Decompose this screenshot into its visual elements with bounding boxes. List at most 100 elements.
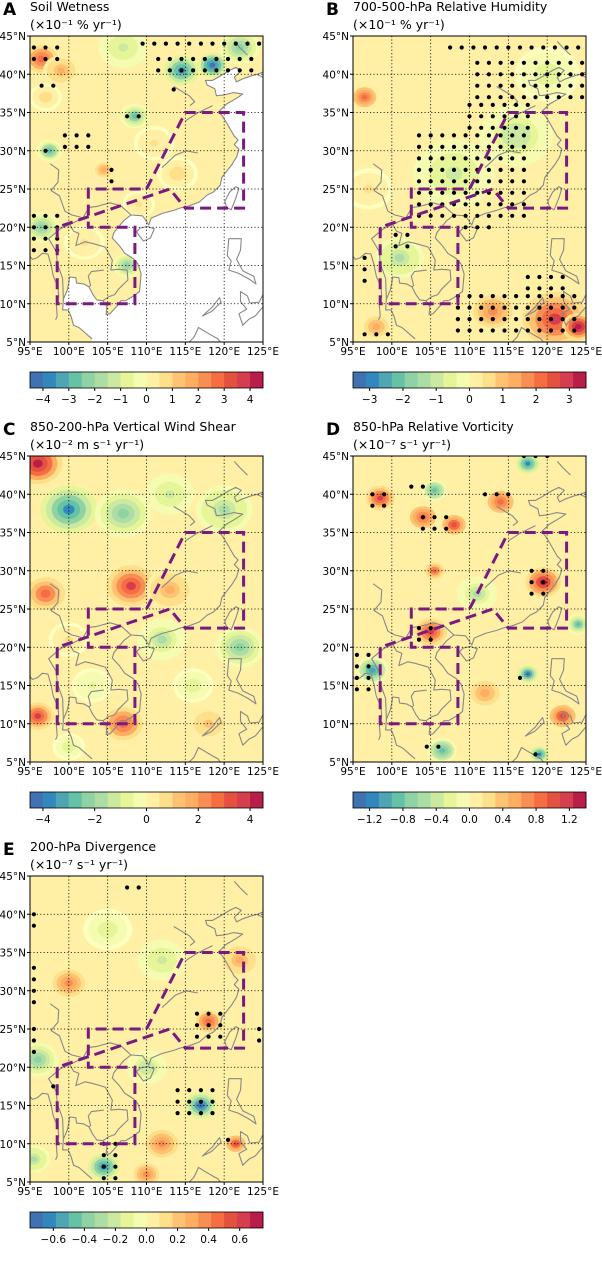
contour-patch: [34, 713, 42, 719]
lat-tick-label: 10°N: [323, 299, 349, 311]
stipple-dot: [405, 232, 410, 237]
stipple-dot: [225, 56, 231, 62]
colorbar-segment: [198, 372, 212, 388]
stipple-dot: [191, 56, 196, 62]
stipple-dot: [510, 60, 515, 65]
stipple-dot: [560, 294, 565, 299]
stipple-dot: [140, 41, 145, 46]
island-outline: [201, 297, 222, 317]
contour-patch: [30, 1156, 38, 1162]
stipple-dot: [490, 125, 495, 130]
stipple-dot: [572, 317, 577, 322]
island-outline: [561, 290, 586, 326]
stipple-dot: [428, 202, 433, 207]
lat-tick-label: 40°N: [0, 69, 26, 81]
colorbar-segment: [456, 792, 470, 808]
colorbar-segment: [185, 372, 199, 388]
stipple-dot: [514, 305, 519, 310]
stipple-dot: [490, 294, 495, 299]
colorbar-tick-label: 0.0: [461, 814, 478, 826]
contour-patch: [64, 979, 73, 987]
colorbar-tick-label: 0: [466, 394, 473, 406]
contour-patch: [432, 488, 437, 493]
stipple-dot: [494, 45, 499, 50]
colorbar-segment: [55, 1212, 70, 1228]
stipple-dot: [43, 56, 48, 62]
island-outline: [135, 645, 155, 662]
stipple-dot: [479, 328, 484, 333]
border-line: [161, 990, 198, 1009]
coastline: [188, 746, 221, 762]
colorbar-tick-label: −4: [35, 814, 51, 826]
border-line: [173, 926, 196, 947]
colorbar-tick-label: −1.2: [357, 814, 383, 826]
map-field: [353, 36, 586, 342]
contour-patch: [548, 313, 562, 325]
lat-tick-label: 15°N: [323, 261, 349, 273]
contour-patch: [143, 1171, 150, 1178]
colorbar-segment: [224, 1212, 238, 1228]
stipple-dot: [455, 328, 460, 333]
stipple-dot: [498, 179, 503, 184]
lat-tick-label: 45°N: [0, 31, 26, 43]
stipple-dot: [198, 1099, 203, 1104]
stipple-dot: [525, 114, 530, 119]
stipple-dot: [552, 45, 557, 50]
stipple-dot: [537, 294, 542, 299]
lat-tick-label: 15°N: [0, 1101, 26, 1113]
stipple-dot: [467, 317, 472, 322]
panel-units: (×10⁻⁷ s⁻¹ yr⁻¹): [353, 437, 451, 452]
stipple-dot: [525, 286, 530, 291]
stipple-dot: [436, 744, 441, 749]
colorbar-segment: [547, 792, 561, 808]
colorbar-tick-label: 0.2: [169, 1234, 186, 1246]
island-outline: [226, 658, 257, 705]
stipple-dot: [525, 328, 530, 333]
island-outline: [226, 238, 257, 285]
contour-patch: [65, 743, 73, 750]
lon-tick-label: 100°E: [53, 766, 85, 778]
colorbar-segment: [250, 372, 264, 388]
contour-patch: [40, 589, 51, 598]
stipple-dot: [51, 1084, 56, 1089]
stipple-dot: [31, 248, 36, 253]
map-field: [30, 876, 263, 1182]
stipple-dot: [416, 626, 422, 631]
analysis-region-box: [378, 111, 569, 306]
colorbar-segment: [547, 372, 561, 388]
stipple-dot: [187, 1099, 192, 1104]
lat-tick-label: 10°N: [0, 299, 26, 311]
colorbar-segment: [55, 792, 70, 808]
colorbar-tick-label: −3: [61, 394, 76, 406]
colorbar-segment: [378, 792, 393, 808]
stipple-dot: [249, 56, 254, 62]
contour-patch: [42, 94, 49, 100]
colorbar-tick-label: −0.4: [72, 1234, 98, 1246]
colorbar-tick-label: 2: [533, 394, 540, 406]
colorbar-segment: [81, 1212, 96, 1228]
stipple-dot: [572, 294, 577, 299]
map-field: [30, 36, 263, 342]
stipple-dot: [420, 526, 425, 531]
contour-patch: [33, 1056, 42, 1063]
colorbar-tick-label: 0.0: [138, 1234, 155, 1246]
stipple-dot: [490, 317, 495, 322]
lon-tick-label: 105°E: [92, 766, 124, 778]
stipple-dot: [510, 95, 515, 100]
stipple-dot: [214, 56, 219, 62]
colorbar-segment: [521, 792, 535, 808]
stipple-dot: [463, 179, 468, 184]
colorbar-segment: [159, 1212, 173, 1228]
stipple-dot: [225, 68, 231, 73]
coastline: [353, 252, 383, 321]
stipple-dot: [548, 328, 554, 333]
stipple-dot: [498, 60, 503, 65]
stipple-dot: [405, 244, 410, 249]
lon-tick-label: 110°E: [131, 346, 163, 358]
stipple-dot: [533, 83, 538, 88]
stipple-dot: [420, 515, 425, 520]
lon-tick-label: 120°E: [208, 766, 240, 778]
lat-tick-label: 40°N: [0, 909, 26, 921]
colorbar: −0.6 −0.4 −0.2 0.0 0.2 0.4 0.6: [29, 1211, 264, 1246]
stipple-dot: [556, 95, 561, 100]
